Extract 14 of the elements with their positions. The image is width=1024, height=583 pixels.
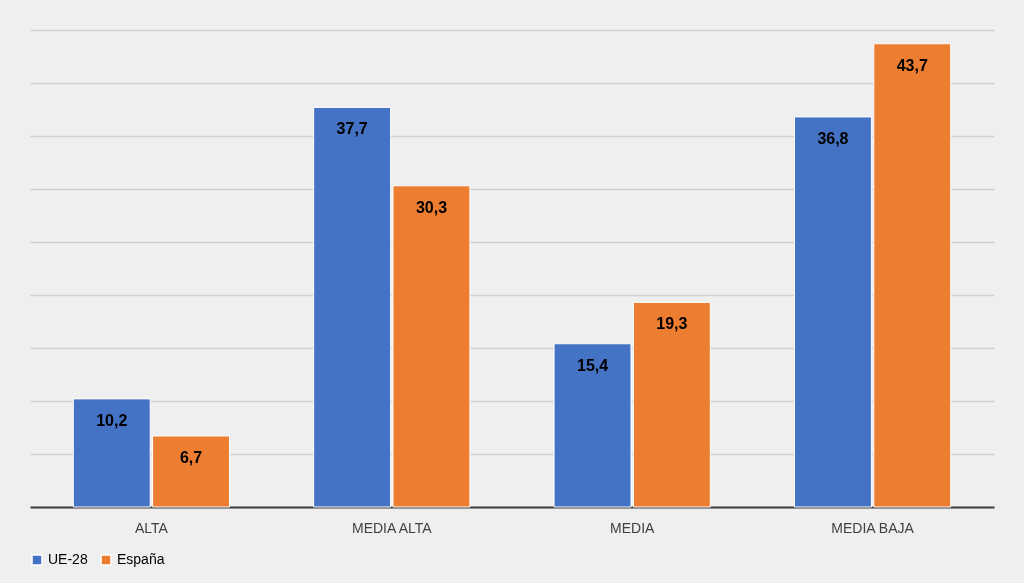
- data-label: 15,4: [576, 356, 609, 374]
- data-label: 37,7: [336, 120, 368, 138]
- data-label: 43,7: [896, 56, 928, 74]
- data-label: 6,7: [179, 448, 203, 466]
- legend-label: España: [117, 551, 165, 567]
- x-tick-label: ALTA: [134, 519, 169, 536]
- data-label: 10,2: [96, 411, 128, 429]
- x-tick-label: MEDIA: [610, 519, 656, 536]
- data-label: 30,3: [415, 198, 448, 216]
- x-tick-label: MEDIA BAJA: [831, 519, 915, 536]
- x-tick-label: MEDIA ALTA: [351, 519, 433, 536]
- data-label: 36,8: [817, 129, 849, 147]
- legend-label: UE-28: [48, 551, 88, 567]
- data-label: 19,3: [656, 315, 688, 333]
